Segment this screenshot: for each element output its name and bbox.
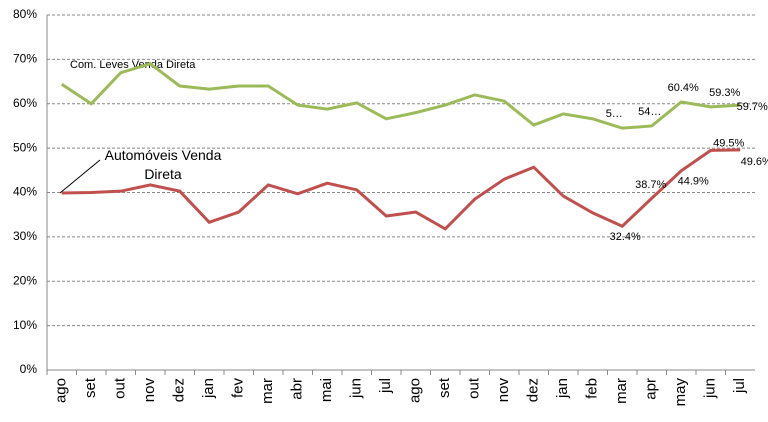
data-label: 60.4% bbox=[668, 82, 699, 94]
data-label: 44.9% bbox=[678, 176, 709, 188]
data-label: 49.5% bbox=[713, 137, 744, 149]
y-tick-label: 0% bbox=[20, 362, 38, 376]
data-label: 54… bbox=[638, 106, 661, 118]
series-label: Com. Leves Venda Direta bbox=[70, 59, 196, 71]
x-tick-label: mai bbox=[318, 378, 335, 402]
x-tick-label: jan bbox=[554, 378, 571, 399]
x-tick-label: jul bbox=[731, 378, 748, 394]
y-tick-label: 10% bbox=[13, 318, 37, 332]
x-tick-label: dez bbox=[171, 378, 188, 402]
y-tick-label: 80% bbox=[13, 7, 37, 21]
y-tick-label: 50% bbox=[13, 140, 37, 154]
x-tick-label: jan bbox=[200, 378, 217, 399]
data-label: 5… bbox=[606, 108, 623, 120]
y-tick-label: 70% bbox=[13, 52, 37, 66]
data-label: 32.4% bbox=[610, 231, 641, 243]
x-tick-label: nov bbox=[141, 378, 158, 403]
x-tick-label: set bbox=[82, 377, 99, 398]
x-tick-label: jul bbox=[377, 378, 394, 394]
data-label: 38.7% bbox=[635, 179, 666, 191]
data-label: 59.7% bbox=[737, 101, 768, 113]
x-tick-label: ago bbox=[407, 378, 424, 403]
x-tick-label: mar bbox=[613, 378, 630, 404]
x-tick-label: mar bbox=[259, 378, 276, 404]
x-tick-label: set bbox=[436, 377, 453, 398]
x-tick-label: feb bbox=[584, 378, 601, 399]
data-label: 49.6% bbox=[741, 156, 768, 168]
data-label: 59.3% bbox=[709, 87, 740, 99]
x-tick-label: out bbox=[466, 377, 483, 399]
line-series bbox=[60, 62, 741, 130]
x-tick-label: jun bbox=[702, 378, 719, 399]
x-tick-label: fev bbox=[230, 378, 247, 399]
x-tick-label: out bbox=[112, 377, 129, 399]
line-series bbox=[61, 148, 741, 231]
leader-line bbox=[59, 159, 101, 194]
x-tick-label: apr bbox=[643, 378, 660, 400]
y-tick-label: 40% bbox=[13, 185, 37, 199]
y-tick-label: 20% bbox=[13, 273, 37, 287]
x-tick-label: ago bbox=[53, 378, 70, 403]
x-tick-label: may bbox=[672, 378, 689, 407]
y-tick-label: 60% bbox=[13, 96, 37, 110]
series-label: Automóveis Venda Direta bbox=[104, 147, 222, 182]
x-tick-label: nov bbox=[495, 378, 512, 403]
x-tick-label: abr bbox=[289, 378, 306, 400]
y-tick-label: 30% bbox=[13, 229, 37, 243]
x-tick-label: dez bbox=[525, 378, 542, 402]
x-tick-label: jun bbox=[348, 378, 365, 399]
